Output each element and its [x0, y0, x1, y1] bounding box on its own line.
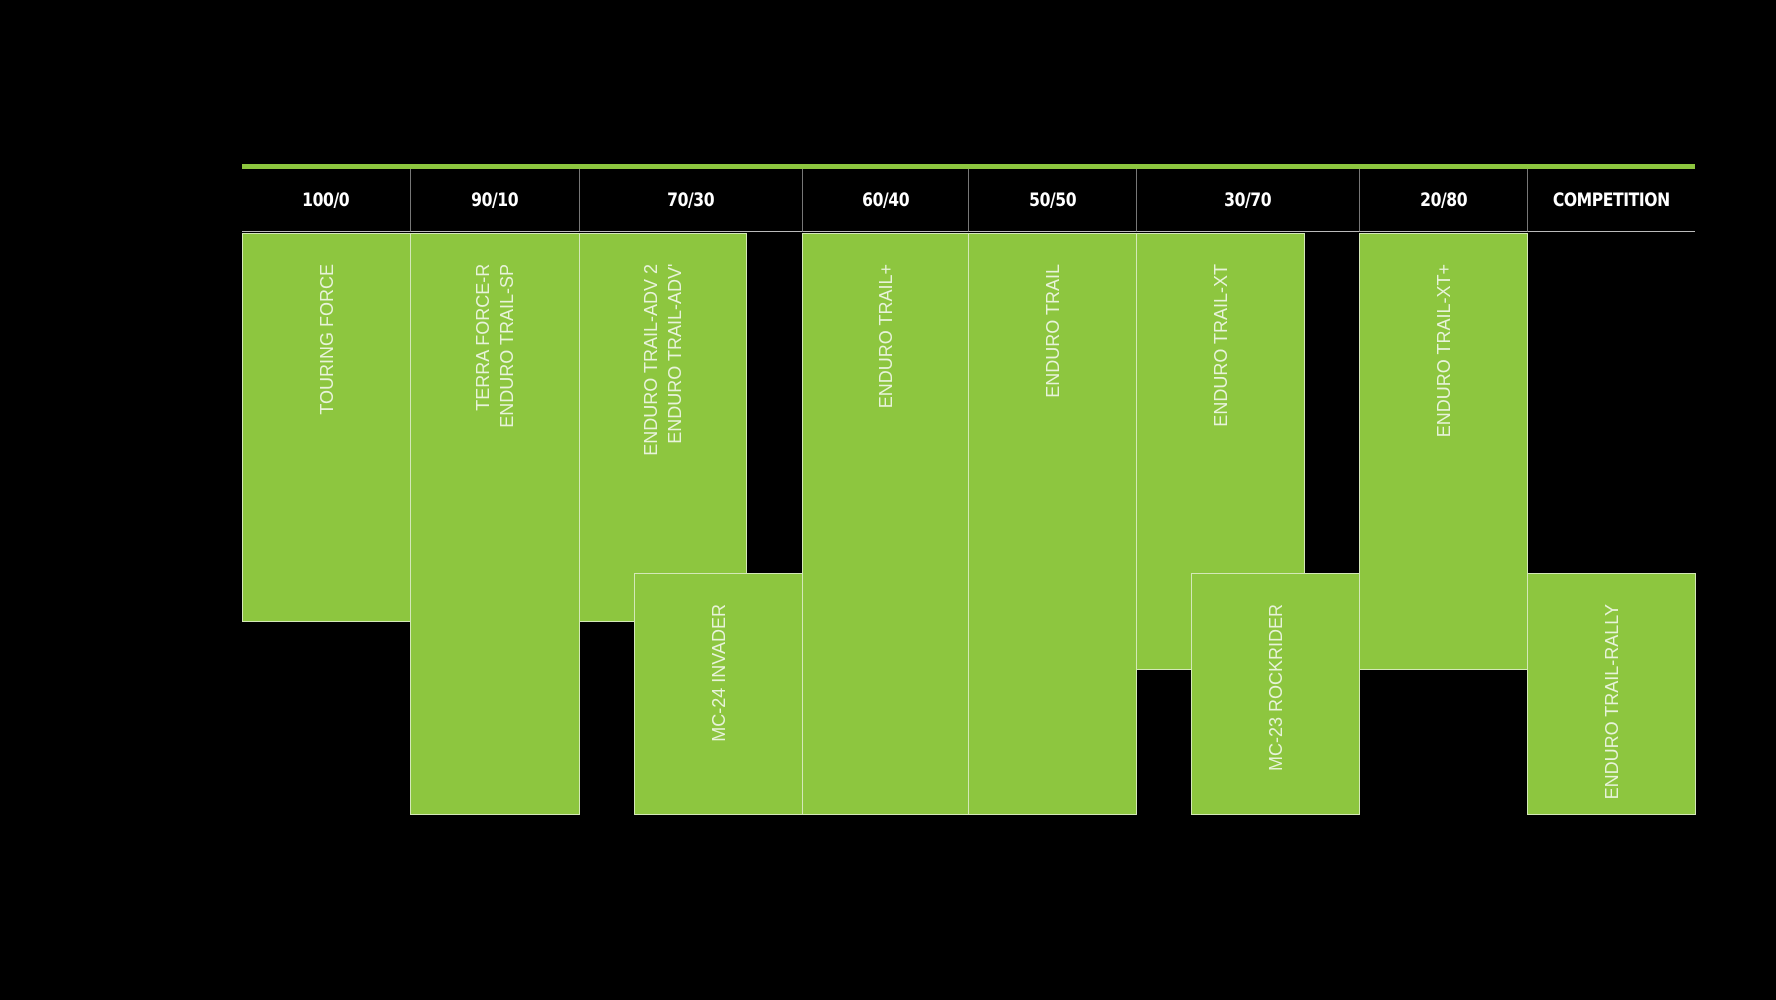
- column-header-70-30: 70/30: [579, 169, 802, 232]
- tire-label: ENDURO TRAIL-XT: [1210, 264, 1231, 427]
- tire-label: MC-23 ROCKRIDER: [1265, 604, 1286, 772]
- column-header-90-10: 90/10: [410, 169, 579, 232]
- tire-label: ENDURO TRAIL-ADV 2 ENDURO TRAIL-ADV': [641, 264, 685, 456]
- tire-block-mc-23-rockrider: MC-23 ROCKRIDER: [1191, 573, 1360, 815]
- tire-label: ENDURO TRAIL-RALLY: [1601, 604, 1622, 800]
- tire-block-enduro-trail-xt-plus: ENDURO TRAIL-XT+: [1359, 233, 1528, 670]
- tire-label: TERRA FORCE-R ENDURO TRAIL-SP: [473, 264, 517, 428]
- tire-label: ENDURO TRAIL-XT+: [1433, 264, 1454, 438]
- tire-label: ENDURO TRAIL+: [875, 264, 896, 409]
- tire-block-enduro-trail-rally: ENDURO TRAIL-RALLY: [1527, 573, 1696, 815]
- tire-block-mc-24-invader: MC-24 INVADER: [634, 573, 803, 815]
- column-header-60-40: 60/40: [802, 169, 968, 232]
- tire-label: MC-24 INVADER: [708, 604, 729, 742]
- tire-block-touring-force: TOURING FORCE: [242, 233, 411, 622]
- column-header-100-0: 100/0: [242, 169, 410, 232]
- tire-block-enduro-trail-plus: ENDURO TRAIL+: [802, 233, 969, 815]
- tire-block-enduro-trail-adv: ENDURO TRAIL-ADV 2 ENDURO TRAIL-ADV': [579, 233, 747, 622]
- tire-label: ENDURO TRAIL: [1042, 264, 1063, 398]
- column-header-20-80: 20/80: [1359, 169, 1527, 232]
- header-accent-line: [242, 164, 1695, 169]
- column-header-30-70: 30/70: [1136, 169, 1359, 232]
- tire-block-enduro-trail: ENDURO TRAIL: [968, 233, 1137, 815]
- tire-label: TOURING FORCE: [316, 264, 337, 415]
- column-header-50-50: 50/50: [968, 169, 1136, 232]
- tire-block-terra-force: TERRA FORCE-R ENDURO TRAIL-SP: [410, 233, 580, 815]
- column-header-competition: COMPETITION: [1527, 169, 1695, 232]
